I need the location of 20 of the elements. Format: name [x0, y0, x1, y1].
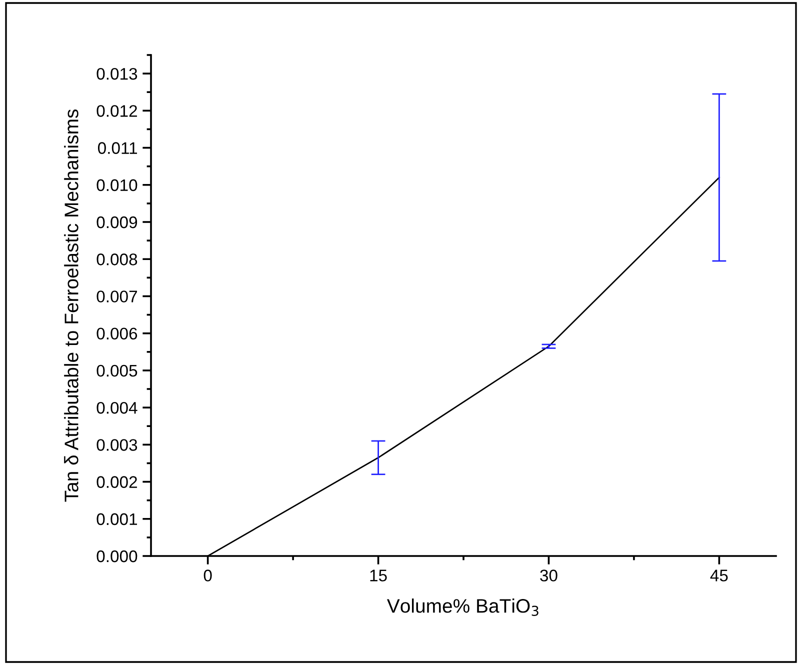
- y-tick-label: 0.009: [96, 216, 138, 228]
- y-tick-label: 0.003: [96, 439, 138, 451]
- y-tick-label: 0.013: [96, 68, 138, 80]
- y-tick-label: 0.005: [96, 364, 138, 377]
- x-tick-label: 30: [540, 570, 558, 582]
- y-tick-label: 0.010: [96, 179, 138, 192]
- y-tick-label: 0.006: [96, 328, 138, 340]
- x-tick-label: 0: [204, 570, 212, 582]
- x-axis-title: Volume% BaTiO$_{3}$: [386, 598, 538, 616]
- y-axis-title: Tan δ Attributable to Ferroelastic Mechanisms: [64, 109, 78, 502]
- y-tick-label: 0.000: [96, 550, 138, 562]
- y-tick-label: 0.001: [96, 513, 137, 526]
- x-tick-label: 45: [710, 570, 728, 582]
- y-tick-label: 0.012: [96, 105, 137, 117]
- y-tick-label: 0.002: [96, 476, 137, 488]
- y-tick-label: 0.011: [98, 142, 137, 154]
- x-tick-label: 15: [370, 570, 387, 582]
- y-tick-label: 0.007: [96, 290, 137, 302]
- y-tick-label: 0.004: [96, 402, 138, 414]
- y-tick-label: 0.008: [96, 254, 138, 266]
